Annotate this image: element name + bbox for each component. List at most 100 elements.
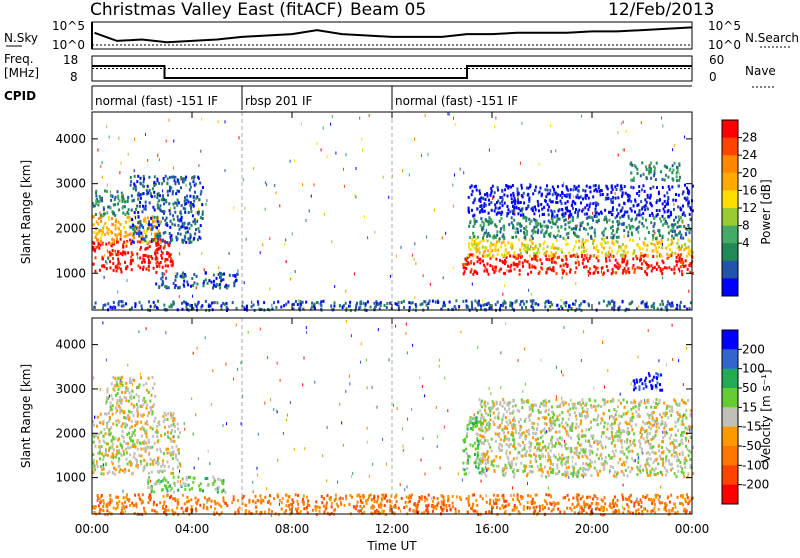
heat-cell-5 [594, 467, 596, 470]
heat-cell-5 [415, 303, 417, 306]
heat-noise [577, 189, 578, 192]
heat-cell-5 [510, 301, 512, 304]
heat-cell-3 [176, 506, 178, 509]
heat-cell-4 [475, 421, 477, 424]
heat-noise [262, 243, 263, 246]
heat-cell-0 [120, 452, 122, 455]
heat-cell-9 [547, 189, 549, 192]
heat-cell-9 [499, 206, 501, 209]
heat-cell-6 [601, 267, 603, 270]
heat-noise [562, 276, 563, 279]
heat-cell-5 [572, 303, 574, 306]
heat-cell-10 [645, 165, 647, 168]
heat-cell-9 [557, 201, 559, 204]
heat-cell-4 [207, 282, 209, 285]
heat-cell-8 [672, 226, 674, 229]
heat-cell-0 [130, 461, 132, 464]
heat-cell-8 [626, 226, 628, 229]
heat-cell-3 [191, 505, 193, 508]
heat-cell-4 [475, 465, 477, 468]
heat-noise [246, 238, 247, 241]
heat-cell-6 [624, 270, 626, 273]
heat-cell-0 [122, 469, 124, 472]
heat-cell-0 [109, 416, 111, 419]
heat-noise [134, 138, 135, 141]
heat-cell-3 [282, 497, 284, 500]
heat-cell-3 [582, 495, 584, 498]
heat-cell-9 [664, 200, 666, 203]
heat-cell-3 [235, 511, 237, 514]
heat-noise [577, 225, 578, 228]
heat-noise [679, 270, 680, 273]
heat-cell-0 [102, 243, 104, 246]
heat-cell-8 [524, 232, 526, 235]
heat-noise [107, 183, 108, 186]
heat-cell-3 [340, 503, 342, 506]
heat-cell-6 [583, 266, 585, 269]
heat-cell-6 [522, 262, 524, 265]
heat-cell-7 [592, 242, 594, 245]
heat-cell-9 [649, 197, 651, 200]
heat-cell-3 [684, 498, 686, 501]
heat-noise [331, 240, 332, 243]
heat-cell-3 [183, 225, 185, 228]
heat-cell-6 [473, 262, 475, 265]
heat-cell-3 [638, 503, 640, 506]
heat-cell-0 [171, 446, 173, 449]
heat-cell-5 [398, 301, 400, 304]
heat-cell-9 [472, 190, 474, 193]
heat-noise [233, 206, 234, 209]
heat-cell-7 [601, 238, 603, 241]
heat-cell-5 [567, 456, 569, 459]
heat-cell-5 [437, 301, 439, 304]
heat-cell-9 [651, 212, 653, 215]
heat-cell-4 [467, 428, 469, 431]
heat-cell-7 [501, 242, 503, 245]
heat-cell-3 [434, 505, 436, 508]
heat-cell-7 [595, 248, 597, 251]
heat-cell-4 [235, 275, 237, 278]
heat-cell-0 [132, 472, 134, 475]
heat-cell-5 [629, 302, 631, 305]
heat-cell-0 [116, 423, 118, 426]
heat-cell-6 [509, 255, 511, 258]
heat-cell-7 [607, 241, 609, 244]
heat-cell-9 [571, 204, 573, 207]
heat-cell-3 [564, 511, 566, 514]
heat-cell-6 [612, 271, 614, 274]
heat-cell-6 [633, 264, 635, 267]
heat-cell-0 [131, 251, 133, 254]
heat-cell-6 [535, 266, 537, 269]
heat-cell-3 [497, 499, 499, 502]
heat-noise [544, 225, 545, 228]
heat-cell-0 [98, 242, 100, 245]
heat-cell-3 [135, 189, 137, 192]
heat-cell-2 [99, 200, 101, 203]
heat-cell-10 [656, 162, 658, 165]
heat-cell-3 [471, 507, 473, 510]
heat-noise [120, 263, 121, 266]
heat-cell-8 [664, 217, 666, 220]
heat-cell-5 [530, 454, 532, 457]
heat-cell-1 [118, 221, 120, 224]
heat-cell-5 [465, 300, 467, 303]
heat-cell-3 [474, 510, 476, 513]
heat-cell-9 [577, 194, 579, 197]
heat-cell-2 [110, 194, 112, 197]
heat-cell-9 [543, 206, 545, 209]
heat-cell-3 [468, 495, 470, 498]
heat-cell-9 [516, 188, 518, 191]
heat-noise [592, 212, 593, 215]
heat-cell-3 [303, 494, 305, 497]
heat-noise [173, 140, 174, 143]
heat-cell-0 [119, 465, 121, 468]
heat-noise [453, 205, 454, 208]
heat-noise [482, 299, 483, 302]
heat-cell-5 [565, 304, 567, 307]
heat-cell-1 [110, 402, 112, 405]
heat-cell-3 [178, 224, 180, 227]
heat-cell-9 [614, 185, 616, 188]
heat-cell-9 [472, 201, 474, 204]
heat-cell-7 [537, 248, 539, 251]
